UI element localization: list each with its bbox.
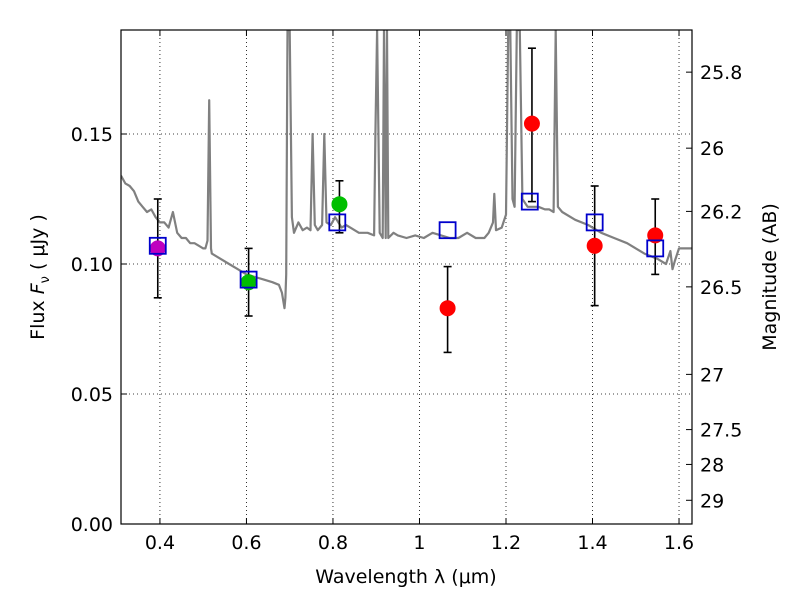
- x-tick-label: 1.4: [577, 532, 607, 554]
- mag-tick-label: 28: [700, 454, 724, 476]
- model-flux-box: [520, 192, 539, 211]
- mag-tick-label: 27.5: [700, 420, 742, 442]
- x-axis-label: Wavelength λ (μm): [315, 566, 496, 588]
- model-flux-box: [328, 213, 347, 232]
- y-axis-label-prefix: Flux: [27, 294, 49, 340]
- y-tick-label: 0.10: [71, 254, 113, 276]
- y-tick-label: 0.05: [71, 384, 113, 406]
- observed-flux-point: [439, 300, 456, 317]
- y-axis-label-symbol: F: [27, 282, 49, 294]
- y-axis-label: Flux Fν ( μJy ): [27, 214, 53, 340]
- observed-flux-point: [523, 115, 540, 132]
- model-flux-box: [585, 213, 604, 232]
- y-axis-label-subscript: ν: [38, 276, 53, 283]
- axes: 0.4 0.6 0.8 1 1.2 1.4 1.6 0.00 0.05 0.10 0.15 25.8 2…: [71, 29, 742, 554]
- x-tick-label: 0.4: [145, 532, 175, 554]
- spectrum-line: [121, 30, 692, 310]
- plot-frame: [120, 29, 693, 525]
- x-tick-label: 1.2: [491, 532, 521, 554]
- mag-tick-label: 25.8: [700, 62, 742, 84]
- model-flux-box: [239, 270, 258, 289]
- model-flux-box: [148, 236, 167, 255]
- mag-tick-label: 26.5: [700, 277, 742, 299]
- y-axis-label-suffix: ( μJy ): [27, 214, 49, 276]
- y-tick-label: 0.15: [71, 124, 113, 146]
- x-tick-label: 1: [413, 532, 425, 554]
- mag-tick-label: 26.2: [700, 201, 742, 223]
- model-flux-box: [438, 221, 457, 240]
- model-flux-box: [646, 239, 665, 258]
- y-tick-label: 0.00: [71, 514, 113, 536]
- x-tick-label: 0.6: [231, 532, 261, 554]
- observed-flux-point: [586, 237, 603, 254]
- mag-tick-label: 27: [700, 364, 724, 386]
- y2-axis-label: Magnitude (AB): [759, 203, 781, 351]
- observed-flux-point: [647, 227, 664, 244]
- x-tick-label: 0.8: [318, 532, 348, 554]
- x-tick-label: 1.6: [664, 532, 694, 554]
- mag-tick-label: 29: [700, 490, 724, 512]
- plot-series: [121, 30, 692, 354]
- grid: [121, 30, 692, 525]
- observed-flux-point: [331, 196, 348, 213]
- mag-tick-label: 26: [700, 138, 724, 160]
